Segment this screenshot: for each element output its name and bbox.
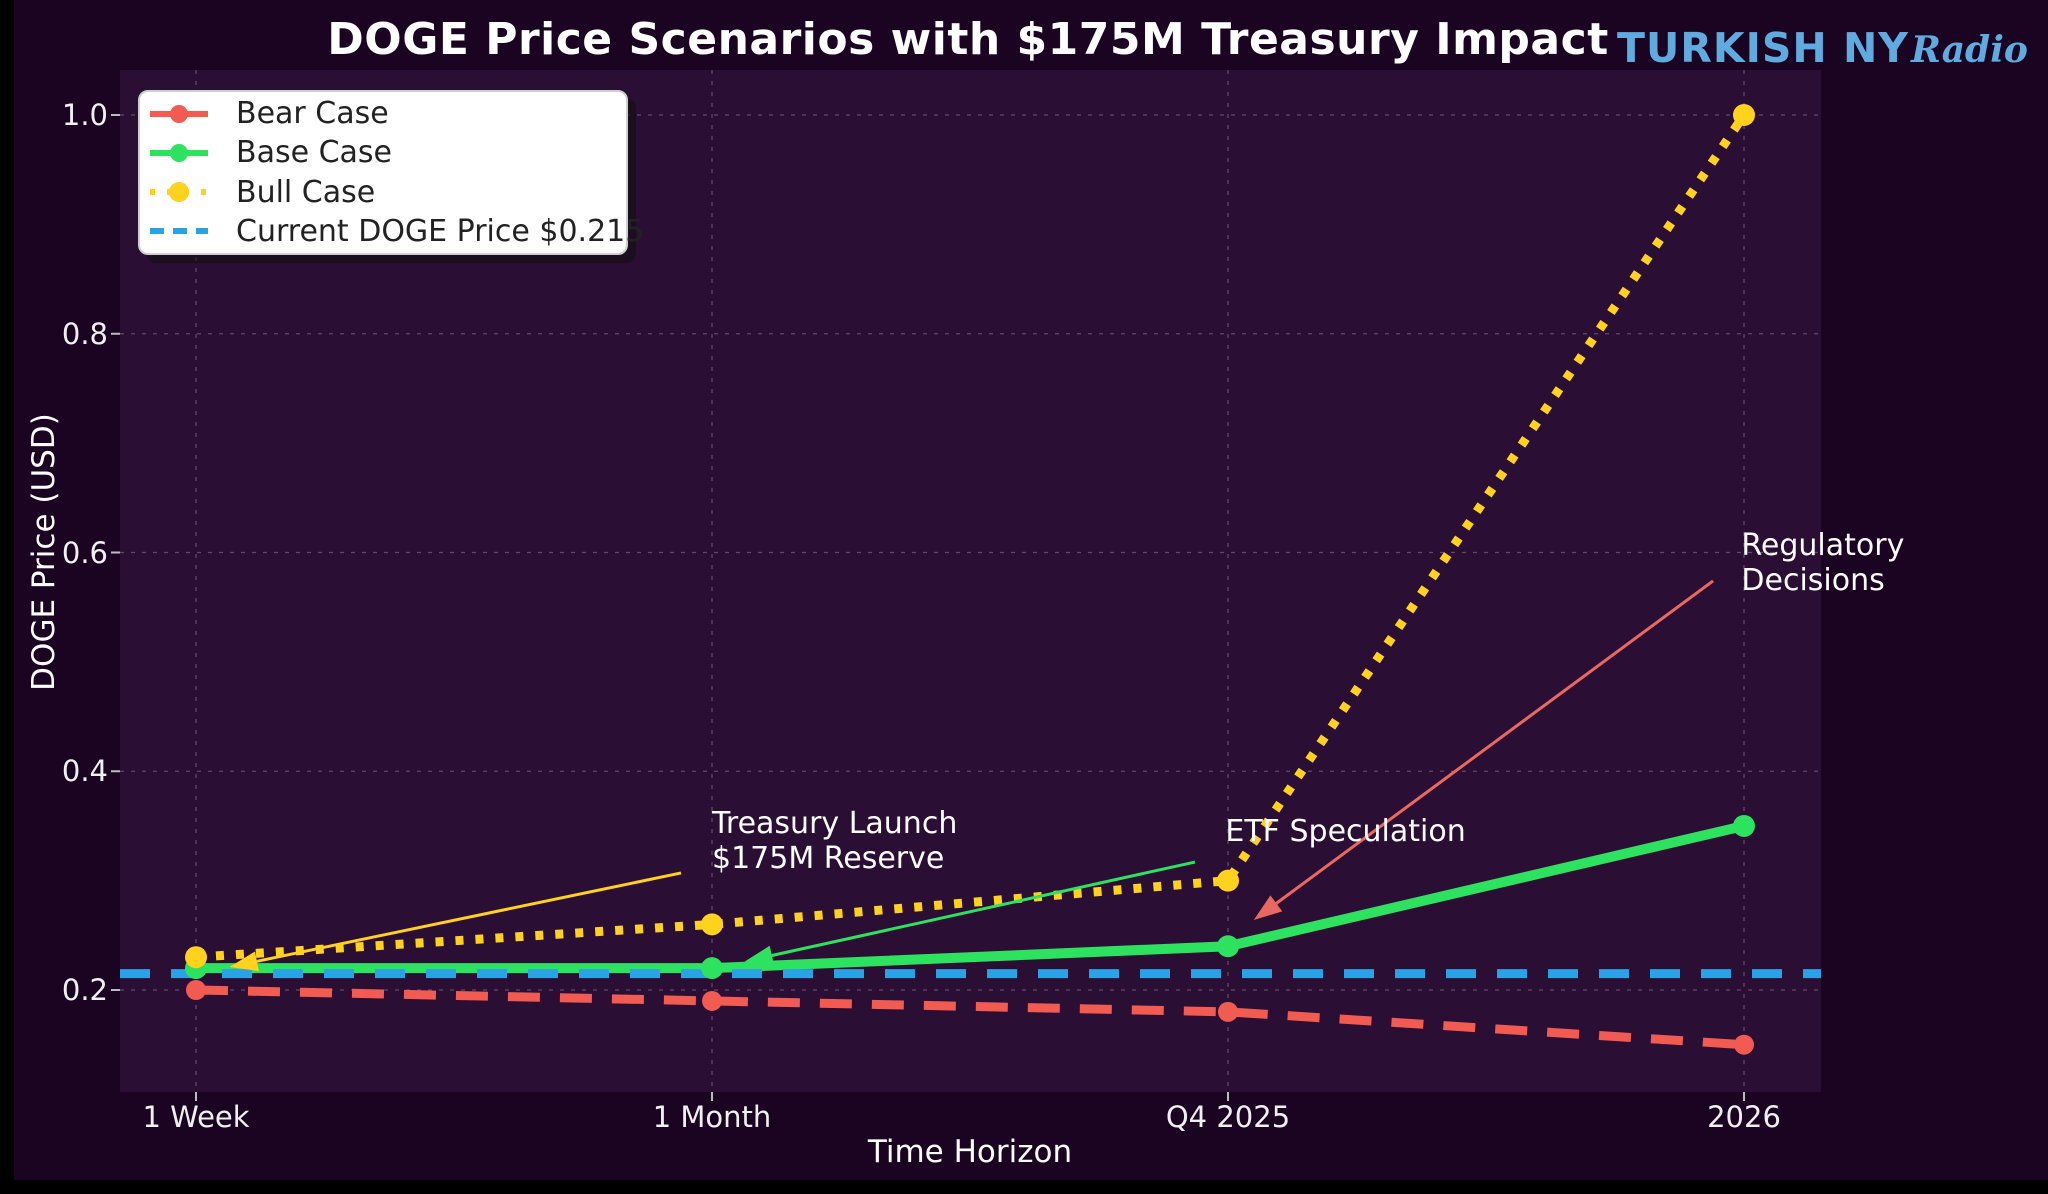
marker-bear-case-0 — [186, 980, 206, 1000]
y-tick-label-3: 0.8 — [61, 316, 108, 351]
marker-base-case-1 — [701, 957, 723, 980]
y-tick-label-2: 0.6 — [61, 535, 108, 570]
marker-bull-case-3 — [1733, 104, 1755, 126]
marker-bear-case-1 — [702, 990, 722, 1011]
marker-bear-case-3 — [1734, 1034, 1754, 1055]
x-tick-label-2: Q4 2025 — [1165, 1100, 1291, 1134]
chart-title: DOGE Price Scenarios with $175M Treasury… — [327, 14, 1609, 65]
annotation-arrow-line-0 — [256, 871, 682, 963]
brand-logo-text: TURKISH NY — [1617, 24, 1909, 72]
annotation-text-2: Regulatory Decisions — [1741, 528, 1905, 599]
legend-swatch-1 — [150, 143, 208, 162]
legend-item-current-doge-price-0-215: Current DOGE Price $0.215 — [140, 212, 644, 250]
legend-box: Bear Case Base Case Bull Case Current DOGE … — [138, 90, 644, 255]
chart-graphics — [111, 70, 1821, 1101]
series-line-base-case — [196, 821, 1746, 974]
marker-bull-case-1 — [701, 913, 723, 936]
legend-swatch-3 — [150, 228, 208, 235]
legend-swatch-0 — [150, 104, 208, 123]
annotation-arrow-line-1 — [771, 860, 1196, 957]
x-axis-label: Time Horizon — [867, 1134, 1073, 1170]
annotation-arrowhead-0 — [229, 951, 259, 972]
marker-bear-case-2 — [1218, 1001, 1238, 1022]
legend-item-base-case: Base Case — [140, 134, 626, 172]
legend-label-0: Bear Case — [236, 96, 389, 132]
y-tick-label-1: 0.4 — [61, 754, 108, 789]
brand-logo-script: Radio — [1910, 29, 2028, 71]
marker-base-case-2 — [1217, 935, 1239, 958]
figure-canvas: DOGE Price Scenarios with $175M Treasury… — [14, 0, 2048, 1180]
annotation-arrowhead-2 — [1253, 895, 1283, 920]
marker-base-case-3 — [1733, 814, 1755, 837]
series-line-bear-case — [195, 985, 1745, 1050]
marker-bull-case-0 — [185, 946, 207, 969]
legend-label-3: Current DOGE Price $0.215 — [236, 213, 645, 249]
legend-swatch-2 — [150, 182, 208, 203]
x-tick-label-3: 2026 — [1707, 1100, 1781, 1134]
legend-label-2: Bull Case — [236, 174, 376, 210]
annotation-arrowhead-1 — [744, 945, 775, 966]
annotation-text-1: ETF Speculation — [1225, 813, 1466, 849]
legend-item-bull-case: Bull Case — [140, 173, 626, 211]
x-tick-label-0: 1 Week — [142, 1100, 250, 1134]
annotation-text-0: Treasury Launch $175M Reserve — [712, 806, 958, 877]
x-tick-label-1: 1 Month — [652, 1100, 772, 1134]
legend-label-1: Base Case — [236, 135, 393, 171]
annotation-arrow-line-2 — [1275, 579, 1714, 905]
legend-item-bear-case: Bear Case — [140, 95, 626, 133]
y-tick-label-0: 0.2 — [61, 973, 108, 1007]
brand-logo: TURKISH NYRadio — [1617, 24, 2028, 72]
marker-bull-case-2 — [1217, 869, 1239, 892]
y-tick-label-4: 1.0 — [61, 98, 108, 132]
